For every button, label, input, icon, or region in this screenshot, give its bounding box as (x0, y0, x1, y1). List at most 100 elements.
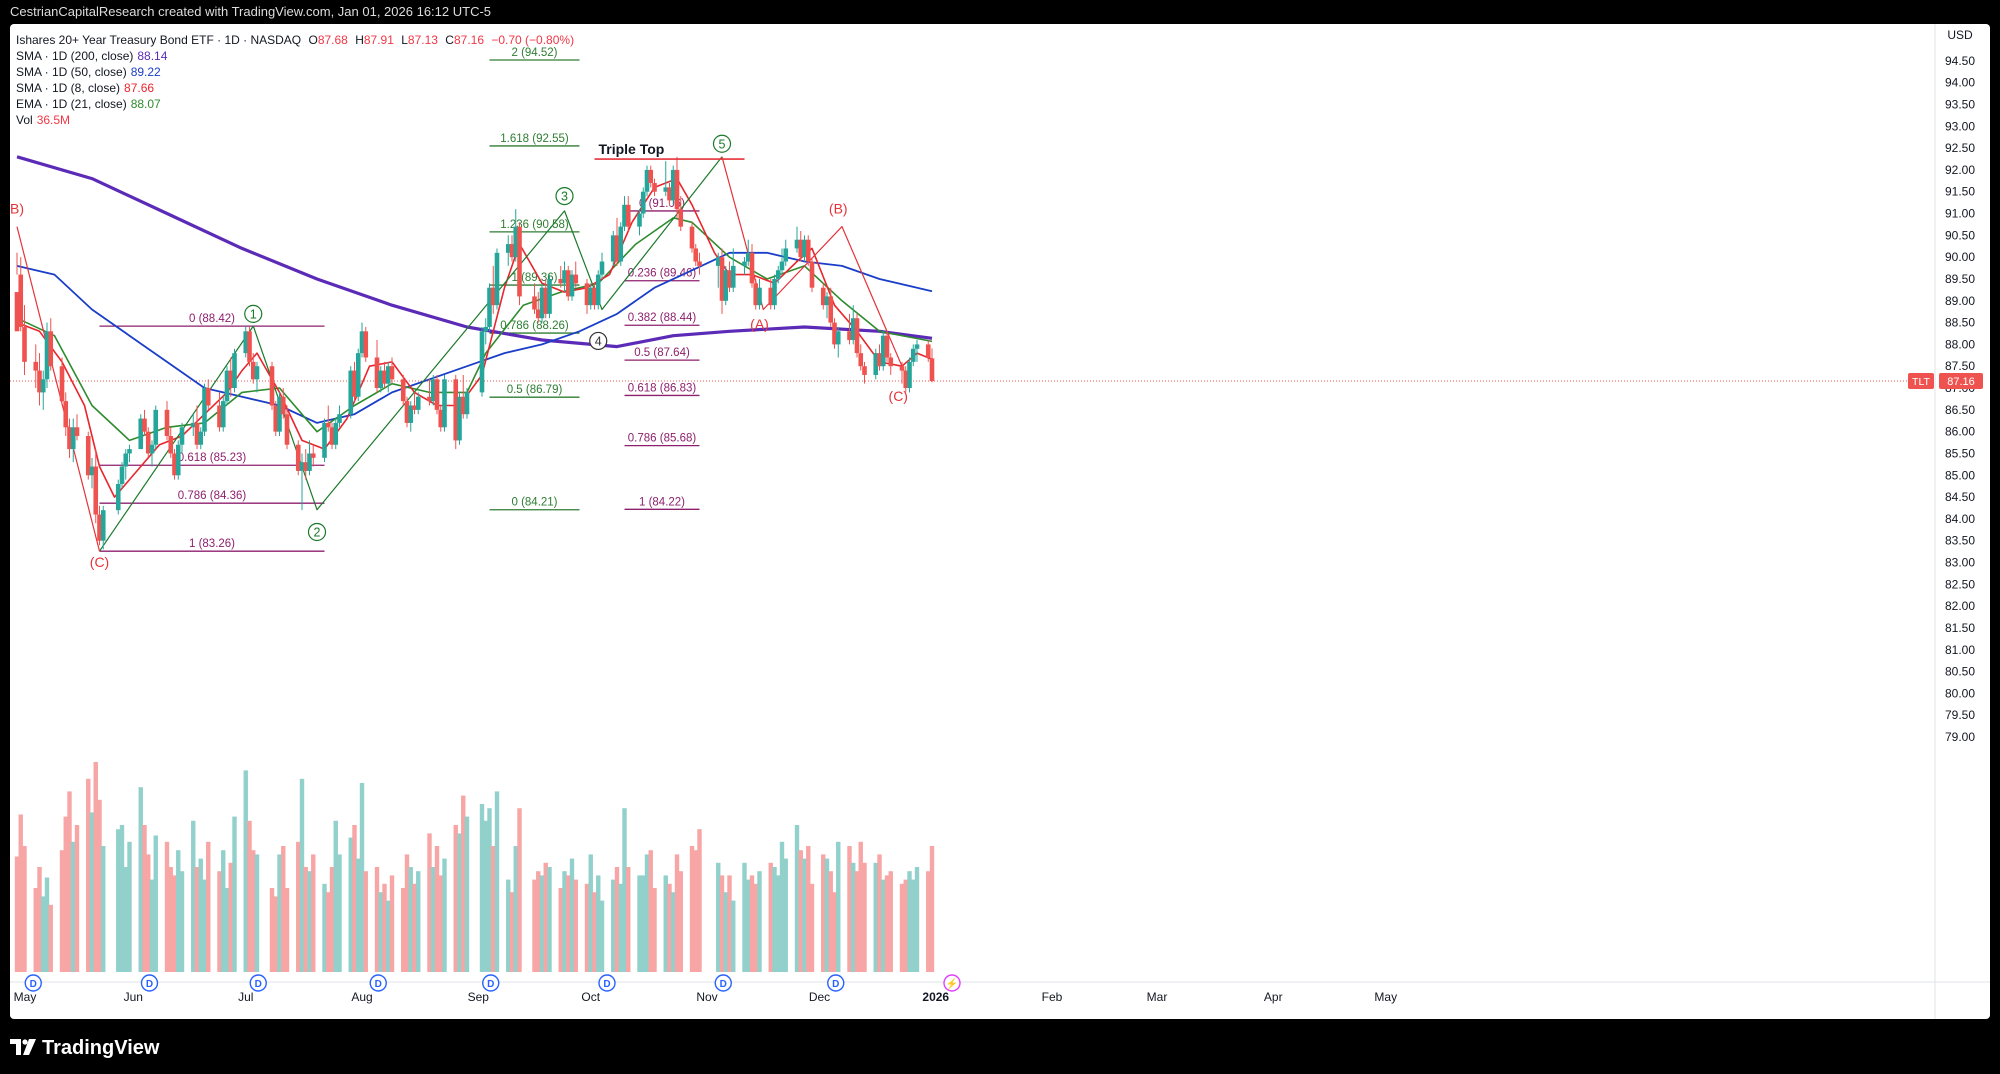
chart-panel[interactable]: USD 79.00 79.50 80.00 80.50 81.00 81.50 82.00 82… (10, 24, 1990, 1019)
volume-bar (637, 875, 642, 972)
volume-bar (427, 833, 432, 972)
volume-bar (648, 850, 653, 972)
candle-body (670, 169, 676, 201)
dividend-marker-label: D (720, 979, 727, 990)
legend-sma50-row[interactable]: SMA · 1D (50, close) 89.22 (16, 64, 574, 80)
y-tick-label: 84.50 (1945, 490, 1975, 504)
legend-ema21-row[interactable]: EMA · 1D (21, close) 88.07 (16, 96, 574, 112)
volume-value: 36.5M (36, 113, 71, 127)
candle-body (33, 361, 39, 371)
candle-body (599, 261, 605, 275)
volume-bar (176, 850, 181, 972)
candle-body (359, 331, 365, 354)
volume-bar (464, 816, 470, 972)
dividend-marker-label: D (30, 979, 37, 990)
volume-bar (457, 833, 462, 972)
candle-body (224, 370, 230, 402)
candle-body (277, 396, 282, 432)
candle-body (914, 344, 920, 349)
volume-bar (562, 871, 567, 972)
candle-body (689, 226, 695, 249)
volume-bar (74, 825, 80, 972)
candle-body (149, 444, 155, 454)
x-tick-label: May (1374, 990, 1397, 1004)
volume-bar (326, 892, 331, 972)
x-tick-label: Jun (124, 990, 143, 1004)
volume-bar (614, 867, 620, 972)
dividend-marker (827, 974, 845, 992)
legend-sma200-row[interactable]: SMA · 1D (200, close) 88.14 (16, 48, 574, 64)
fib-level-label: 0.618 (85.23) (178, 452, 247, 464)
volume-bar (569, 858, 575, 972)
volume-bar (322, 883, 327, 972)
candle-body (348, 370, 354, 415)
volume-bar (794, 825, 800, 972)
candle-body (442, 379, 447, 428)
candle-body (663, 187, 669, 192)
symbol-title[interactable]: Ishares 20+ Year Treasury Bond ETF · 1D … (16, 33, 302, 47)
candle-body (730, 265, 736, 288)
volume-bar (873, 862, 878, 972)
volume-bar (667, 883, 672, 972)
volume-bar (877, 854, 882, 972)
volume-bar (232, 816, 237, 972)
volume-bar (592, 892, 597, 972)
volume-bar (836, 841, 841, 972)
candle-body (363, 331, 369, 358)
y-tick-label: 82.00 (1945, 599, 1975, 613)
candle-body (228, 370, 234, 389)
candle-body (715, 257, 721, 266)
fib-level-label: 0 (84.21) (511, 497, 557, 509)
volume-bar (487, 808, 492, 972)
ohlc-low-value: 87.13 (407, 33, 438, 47)
candle-body (573, 274, 579, 284)
candle-body (67, 427, 72, 450)
y-tick-label: 89.50 (1945, 272, 1975, 286)
volume-bar (284, 888, 290, 972)
volume-bar (809, 883, 815, 972)
y-tick-label: 80.50 (1945, 665, 1975, 679)
y-tick-label: 88.00 (1945, 337, 1975, 351)
volume-bar (247, 820, 252, 972)
candle-body (217, 405, 222, 428)
candle-body (558, 278, 564, 284)
volume-bar (689, 846, 695, 972)
volume-bar (674, 854, 680, 972)
volume-bar (48, 904, 53, 972)
candle-body (284, 414, 290, 445)
volume-bar (884, 875, 890, 972)
volume-bar (862, 862, 867, 972)
chart-canvas[interactable]: USD 79.00 79.50 80.00 80.50 81.00 81.50 82.00 82… (10, 24, 1990, 1019)
dividend-marker-label: D (255, 979, 262, 990)
volume-bar (618, 883, 623, 972)
x-tick-label: Sep (468, 990, 490, 1004)
x-tick-label: Apr (1264, 990, 1283, 1004)
candle-body (640, 191, 646, 214)
candle-body (490, 287, 496, 306)
volume-bar (299, 778, 305, 972)
candle-body (190, 422, 196, 428)
candle-body (457, 396, 462, 441)
fib-level-label: 0.382 (88.44) (628, 312, 697, 324)
sma50-value: 89.22 (130, 65, 161, 79)
candle-body (322, 422, 327, 458)
candle-body (70, 427, 76, 450)
candle-body (835, 331, 841, 345)
legend-sma8-row[interactable]: SMA · 1D (8, close) 87.66 (16, 80, 574, 96)
candle-body (877, 353, 882, 367)
volume-bar (206, 841, 211, 972)
fib-level-label: 0 (88.42) (189, 313, 235, 325)
tradingview-logo[interactable]: TradingView (10, 1037, 159, 1060)
elliott-wave-path (99, 156, 723, 552)
candle-body (303, 462, 309, 471)
candle-body (438, 409, 444, 428)
volume-bar (44, 877, 50, 972)
legend-volume-row[interactable]: Vol 36.5M (16, 112, 574, 128)
candle-body (22, 326, 27, 362)
volume-bar (483, 820, 488, 972)
volume-bar (517, 808, 522, 972)
volume-bar (584, 883, 590, 972)
volume-bar (224, 888, 230, 972)
y-tick-label: 94.00 (1945, 76, 1975, 90)
volume-bar (41, 896, 46, 972)
